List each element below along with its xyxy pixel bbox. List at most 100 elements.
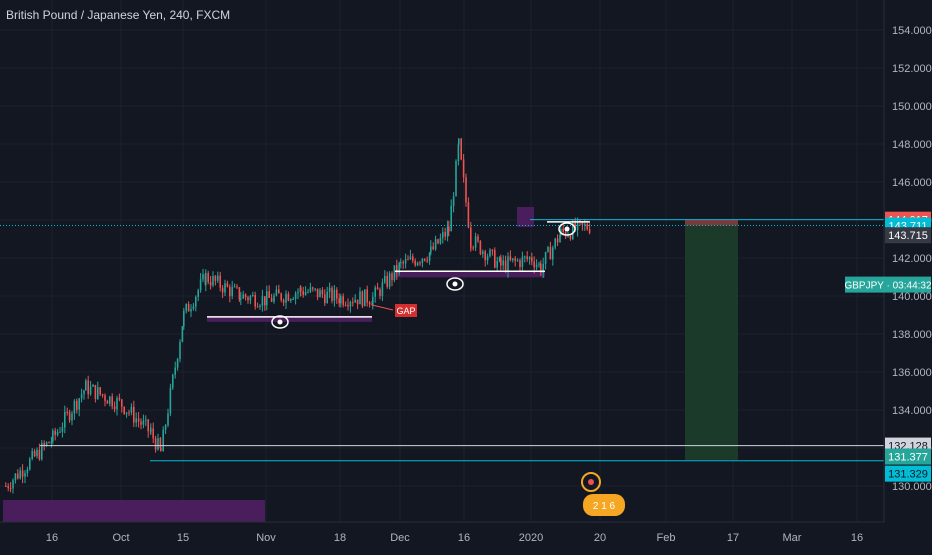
y-tick-label: 130.000 — [892, 481, 932, 493]
x-tick-label: Mar — [783, 532, 802, 544]
candle-body — [467, 202, 470, 228]
candle-body — [455, 161, 457, 197]
candle-body — [554, 238, 556, 248]
candle-body — [12, 480, 14, 489]
candle-body — [89, 386, 92, 395]
eye-pupil — [564, 226, 570, 232]
candle-body — [14, 473, 17, 481]
candle-body — [504, 260, 507, 272]
candle-body — [576, 220, 579, 231]
candle-body — [424, 258, 426, 261]
candle-body — [491, 249, 494, 251]
candle-body — [324, 294, 326, 304]
candle-body — [56, 431, 59, 435]
candle-body — [280, 293, 282, 301]
candle-body — [462, 159, 465, 178]
candle-body — [133, 406, 135, 423]
candle-body — [285, 293, 287, 303]
candle-body — [31, 451, 33, 459]
candle-body — [254, 295, 256, 307]
candle-body — [275, 289, 278, 296]
candle-body — [542, 263, 544, 274]
candle-body — [398, 262, 400, 274]
candle-body — [547, 247, 549, 252]
candle-body — [154, 438, 157, 450]
event-target-icon — [581, 472, 601, 492]
candle-body — [78, 398, 80, 410]
candle-body — [486, 256, 489, 261]
candle-body — [514, 258, 516, 261]
candle-body — [106, 400, 109, 404]
candle-body — [99, 387, 101, 395]
candle-body — [309, 287, 312, 292]
candle-body — [247, 297, 249, 301]
candle-body — [319, 290, 321, 298]
gap-label: GAP — [396, 306, 415, 316]
target-zone — [685, 225, 738, 460]
event-badge-label: 2 1 6 — [593, 501, 616, 512]
candle-body — [588, 229, 591, 233]
candle-body — [21, 470, 24, 477]
candle-body — [140, 421, 142, 425]
candle-body — [130, 406, 133, 413]
candle-body — [416, 262, 419, 266]
candle-body — [256, 306, 259, 308]
candle-body — [270, 297, 273, 302]
candle-body — [38, 449, 41, 460]
candle-body — [472, 247, 474, 249]
candle-body — [123, 406, 125, 414]
candle-body — [85, 380, 87, 391]
candle-body — [531, 257, 533, 262]
y-tick-label: 154.000 — [892, 25, 932, 37]
candle-body — [64, 411, 66, 428]
candle-body — [264, 296, 266, 306]
candle-body — [224, 283, 226, 293]
candle-body — [371, 304, 373, 306]
candle-body — [278, 289, 280, 294]
countdown-label: GBPJPY · 03:44:32 — [844, 281, 932, 292]
candle-body — [43, 443, 45, 446]
candle-body — [402, 262, 404, 264]
purple-zone-support — [207, 316, 372, 322]
candle-body — [205, 273, 207, 285]
candle-body — [400, 262, 402, 264]
candle-body — [185, 304, 187, 311]
price-labels: 144.017143.711143.715132.128131.377131.3… — [844, 211, 932, 482]
candle-body — [104, 395, 106, 401]
candle-body — [190, 308, 192, 312]
candle-body — [321, 290, 324, 295]
candle-body — [458, 138, 460, 145]
y-tick-label: 136.000 — [892, 367, 932, 379]
candle-body — [479, 240, 482, 254]
candle-body — [384, 276, 386, 283]
candle-body — [76, 400, 78, 410]
candle-body — [202, 274, 204, 280]
candle-body — [249, 296, 252, 301]
candle-body — [9, 487, 12, 489]
candle-body — [172, 374, 174, 388]
candle-body — [331, 287, 333, 301]
candle-body — [142, 420, 145, 425]
candle-body — [36, 449, 38, 457]
y-tick-label: 152.000 — [892, 63, 932, 75]
candle-body — [556, 238, 559, 243]
candle-body — [470, 245, 472, 248]
candle-body — [66, 411, 68, 413]
y-tick-label: 142.000 — [892, 253, 932, 265]
candle-body — [442, 232, 444, 238]
current-price-label-bg — [885, 227, 931, 244]
candle-body — [349, 302, 352, 307]
candle-body — [484, 251, 486, 261]
candle-body — [407, 259, 409, 261]
candle-body — [366, 289, 368, 303]
candle-body — [393, 265, 396, 281]
candle-body — [167, 413, 169, 426]
candle-body — [244, 294, 247, 298]
candle-body — [498, 257, 501, 262]
candle-body — [316, 288, 319, 298]
purple-zone-bottom — [3, 500, 265, 522]
candle-body — [162, 429, 164, 452]
zones — [3, 207, 738, 522]
